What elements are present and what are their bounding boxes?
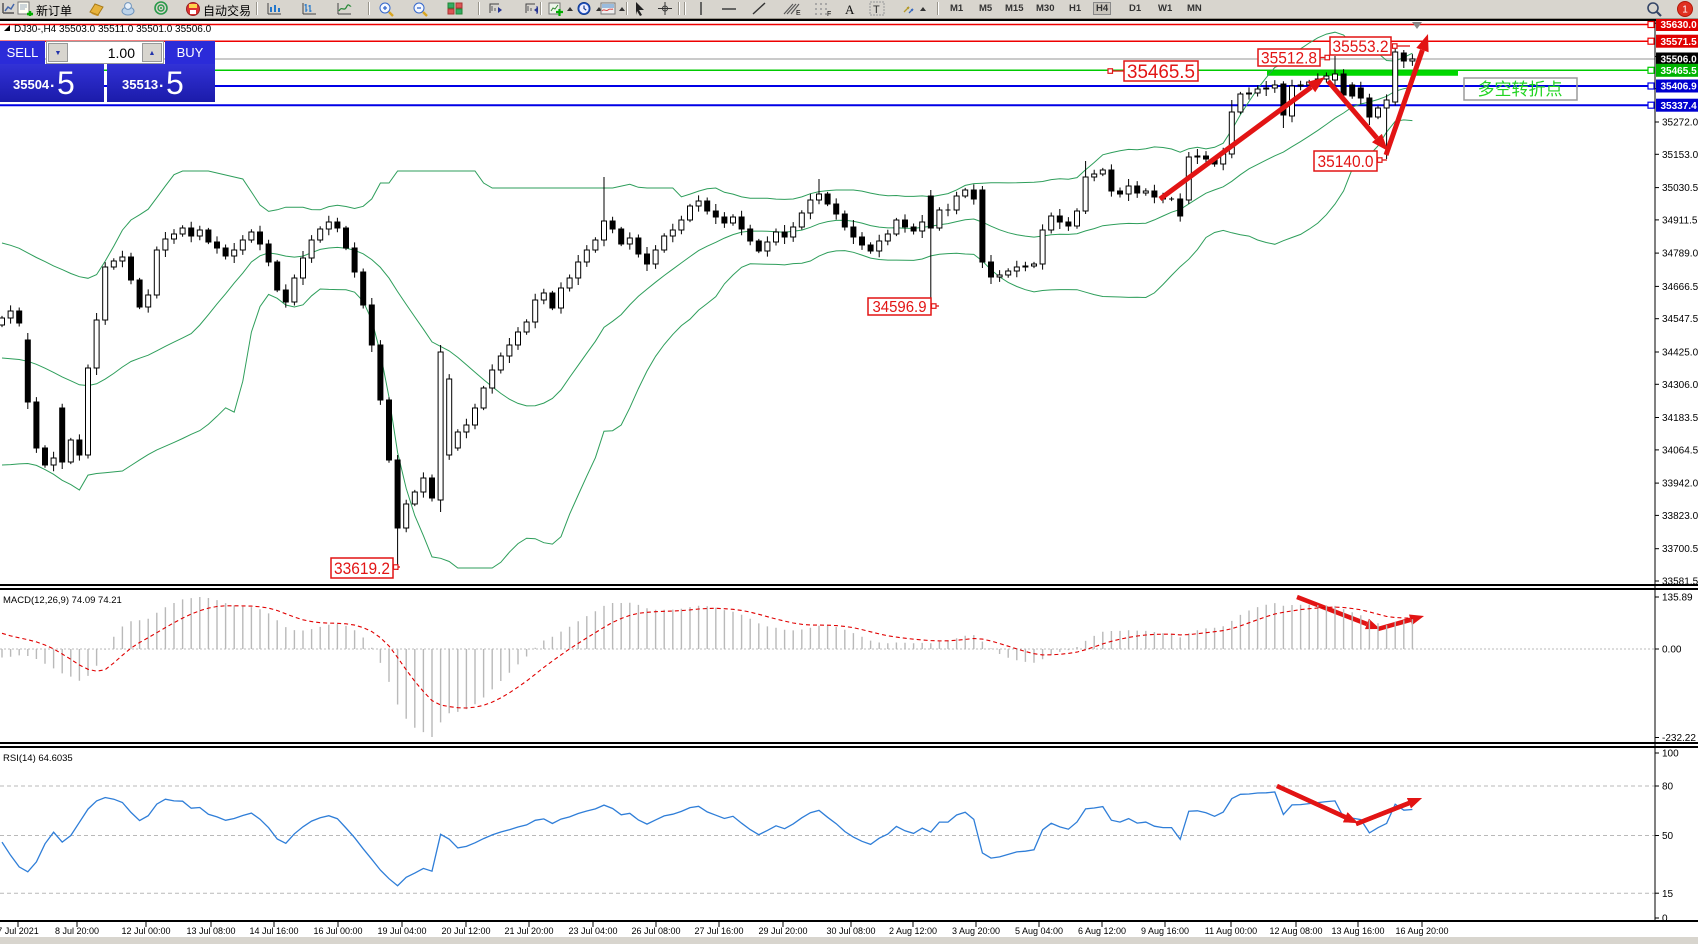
svg-text:多空转折点: 多空转折点 [1478, 80, 1563, 99]
svg-text:MACD(12,26,9) 74.09 74.21: MACD(12,26,9) 74.09 74.21 [3, 595, 122, 606]
svg-text:12 Aug 08:00: 12 Aug 08:00 [1269, 926, 1322, 936]
svg-text:20 Jul 12:00: 20 Jul 12:00 [441, 926, 490, 936]
svg-text:12 Jul 00:00: 12 Jul 00:00 [121, 926, 170, 936]
svg-text:34596.9: 34596.9 [873, 299, 927, 316]
svg-text:11 Aug 00:00: 11 Aug 00:00 [1205, 926, 1257, 936]
svg-text:35406.9: 35406.9 [1661, 82, 1698, 93]
svg-text:A: A [845, 2, 855, 17]
svg-text:50: 50 [1662, 831, 1674, 842]
svg-text:13 Aug 16:00: 13 Aug 16:00 [1331, 926, 1384, 936]
svg-text:35571.5: 35571.5 [1661, 37, 1698, 48]
svg-text:35465.5: 35465.5 [1661, 66, 1698, 77]
svg-text:21 Jul 20:00: 21 Jul 20:00 [504, 926, 553, 936]
svg-text:30 Jul 08:00: 30 Jul 08:00 [826, 926, 875, 936]
svg-text:7 Jul 2021: 7 Jul 2021 [0, 926, 39, 936]
svg-text:35337.4: 35337.4 [1661, 101, 1698, 112]
svg-text:34911.5: 34911.5 [1662, 215, 1698, 226]
svg-text:3 Aug 20:00: 3 Aug 20:00 [952, 926, 1000, 936]
svg-text:35030.5: 35030.5 [1662, 183, 1698, 194]
svg-text:34183.5: 34183.5 [1662, 413, 1698, 424]
svg-text:80: 80 [1662, 782, 1674, 793]
svg-text:27 Jul 16:00: 27 Jul 16:00 [694, 926, 743, 936]
svg-text:14 Jul 16:00: 14 Jul 16:00 [249, 926, 298, 936]
svg-text:35553.2: 35553.2 [1333, 37, 1389, 56]
svg-text:2 Aug 12:00: 2 Aug 12:00 [889, 926, 937, 936]
svg-text:15: 15 [1662, 889, 1674, 900]
svg-text:35140.0: 35140.0 [1318, 152, 1374, 171]
svg-text:34666.5: 34666.5 [1662, 282, 1698, 293]
svg-text:16 Aug 20:00: 16 Aug 20:00 [1395, 926, 1448, 936]
svg-text:T: T [873, 4, 880, 16]
svg-text:35272.0: 35272.0 [1662, 118, 1698, 129]
svg-text:RSI(14) 64.6035: RSI(14) 64.6035 [3, 753, 73, 764]
svg-text:29 Jul 20:00: 29 Jul 20:00 [758, 926, 807, 936]
svg-text:E: E [796, 10, 801, 17]
svg-text:F: F [827, 11, 831, 17]
svg-text:33619.2: 33619.2 [334, 560, 390, 578]
svg-text:34064.5: 34064.5 [1662, 445, 1698, 456]
svg-text:33581.5: 33581.5 [1662, 577, 1698, 588]
svg-text:0.00: 0.00 [1662, 645, 1682, 656]
svg-text:-232.22: -232.22 [1662, 733, 1696, 744]
svg-text:34547.5: 34547.5 [1662, 314, 1698, 325]
svg-text:33823.0: 33823.0 [1662, 511, 1698, 522]
svg-text:16 Jul 00:00: 16 Jul 00:00 [313, 926, 362, 936]
svg-text:26 Jul 08:00: 26 Jul 08:00 [631, 926, 680, 936]
svg-text:34425.0: 34425.0 [1662, 348, 1698, 359]
svg-text:DJ30-,H4 35503.0 35511.0 3550: DJ30-,H4 35503.0 35511.0 35501.0 35506.0 [14, 24, 212, 35]
svg-text:35506.0: 35506.0 [1661, 55, 1698, 66]
svg-text:9 Aug 16:00: 9 Aug 16:00 [1141, 926, 1189, 936]
svg-text:34306.0: 34306.0 [1662, 380, 1698, 391]
svg-text:35465.5: 35465.5 [1127, 62, 1195, 83]
svg-text:35630.0: 35630.0 [1661, 20, 1698, 31]
svg-text:33942.0: 33942.0 [1662, 479, 1698, 490]
svg-text:35153.0: 35153.0 [1662, 150, 1698, 161]
svg-text:19 Jul 04:00: 19 Jul 04:00 [377, 926, 426, 936]
svg-text:35512.8: 35512.8 [1261, 49, 1317, 68]
svg-text:8 Jul 20:00: 8 Jul 20:00 [55, 926, 99, 936]
svg-text:0: 0 [1662, 914, 1668, 925]
svg-text:34789.0: 34789.0 [1662, 249, 1698, 260]
svg-text:135.89: 135.89 [1662, 593, 1693, 604]
svg-text:33700.5: 33700.5 [1662, 544, 1698, 555]
svg-text:1: 1 [1682, 5, 1688, 16]
svg-text:100: 100 [1662, 749, 1679, 760]
svg-text:13 Jul 08:00: 13 Jul 08:00 [186, 926, 235, 936]
svg-text:23 Jul 04:00: 23 Jul 04:00 [568, 926, 617, 936]
svg-text:5 Aug 04:00: 5 Aug 04:00 [1015, 926, 1063, 936]
svg-text:6 Aug 12:00: 6 Aug 12:00 [1078, 926, 1126, 936]
